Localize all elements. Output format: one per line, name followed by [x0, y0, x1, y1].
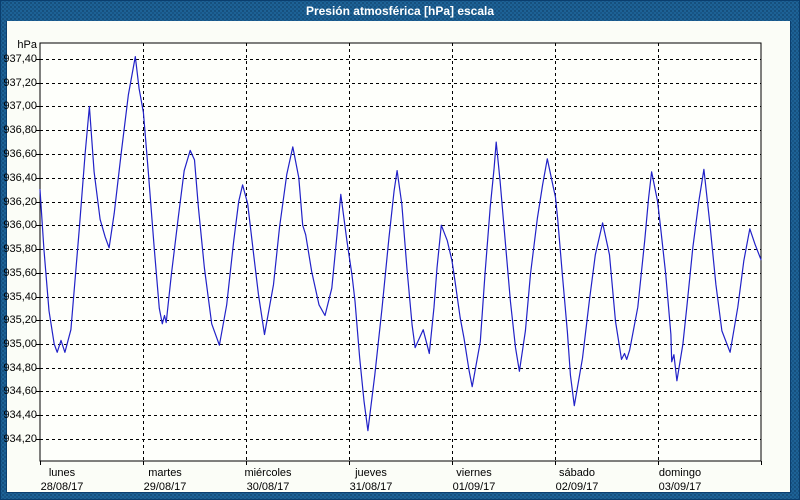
day-name-label: domingo	[658, 467, 702, 479]
chart-panel	[6, 21, 791, 493]
chart-title: Presión atmosférica [hPa] escala	[305, 4, 495, 18]
y-tick-label: 937,40	[3, 53, 37, 65]
day-date-label: 30/08/17	[246, 481, 290, 493]
day-date-label: 31/08/17	[349, 481, 393, 493]
day-label: lunes 28/08/17	[14, 466, 110, 494]
y-tick-label: 936,00	[3, 219, 37, 231]
y-tick-label: 935,60	[3, 267, 37, 279]
day-name-label: miércoles	[244, 467, 292, 479]
y-tick-label: 937,20	[3, 77, 37, 89]
y-tick-label: 935,80	[3, 243, 37, 255]
y-tick-label: 935,40	[3, 291, 37, 303]
day-name-label: sábado	[558, 467, 596, 479]
day-label: miércoles 30/08/17	[220, 466, 316, 494]
day-date-label: 03/09/17	[658, 481, 702, 493]
day-label: domingo 03/09/17	[632, 466, 728, 494]
day-date-label: 28/08/17	[40, 481, 84, 493]
y-tick-label: 934,40	[3, 409, 37, 421]
y-tick-label: 934,60	[3, 385, 37, 397]
day-date-label: 01/09/17	[452, 481, 496, 493]
y-tick-label: 936,60	[3, 148, 37, 160]
y-tick-label: 935,20	[3, 314, 37, 326]
y-tick-label: 936,80	[3, 124, 37, 136]
y-tick-label: 937,00	[3, 100, 37, 112]
day-label: viernes 01/09/17	[426, 466, 522, 494]
y-axis-unit-label: hPa	[17, 39, 37, 51]
day-label: sábado 02/09/17	[529, 466, 625, 494]
day-date-label: 29/08/17	[143, 481, 187, 493]
y-tick-label: 935,00	[3, 338, 37, 350]
day-name-label: jueves	[355, 467, 387, 479]
day-name-label: martes	[148, 467, 182, 479]
day-label: jueves 31/08/17	[323, 466, 419, 494]
y-tick-label: 936,20	[3, 196, 37, 208]
title-bar: Presión atmosférica [hPa] escala	[1, 1, 799, 21]
day-name-label: lunes	[48, 467, 76, 479]
y-tick-label: 936,40	[3, 172, 37, 184]
y-tick-label: 934,80	[3, 362, 37, 374]
y-tick-label: 934,20	[3, 433, 37, 445]
day-label: martes 29/08/17	[117, 466, 213, 494]
day-date-label: 02/09/17	[555, 481, 599, 493]
day-name-label: viernes	[456, 467, 492, 479]
